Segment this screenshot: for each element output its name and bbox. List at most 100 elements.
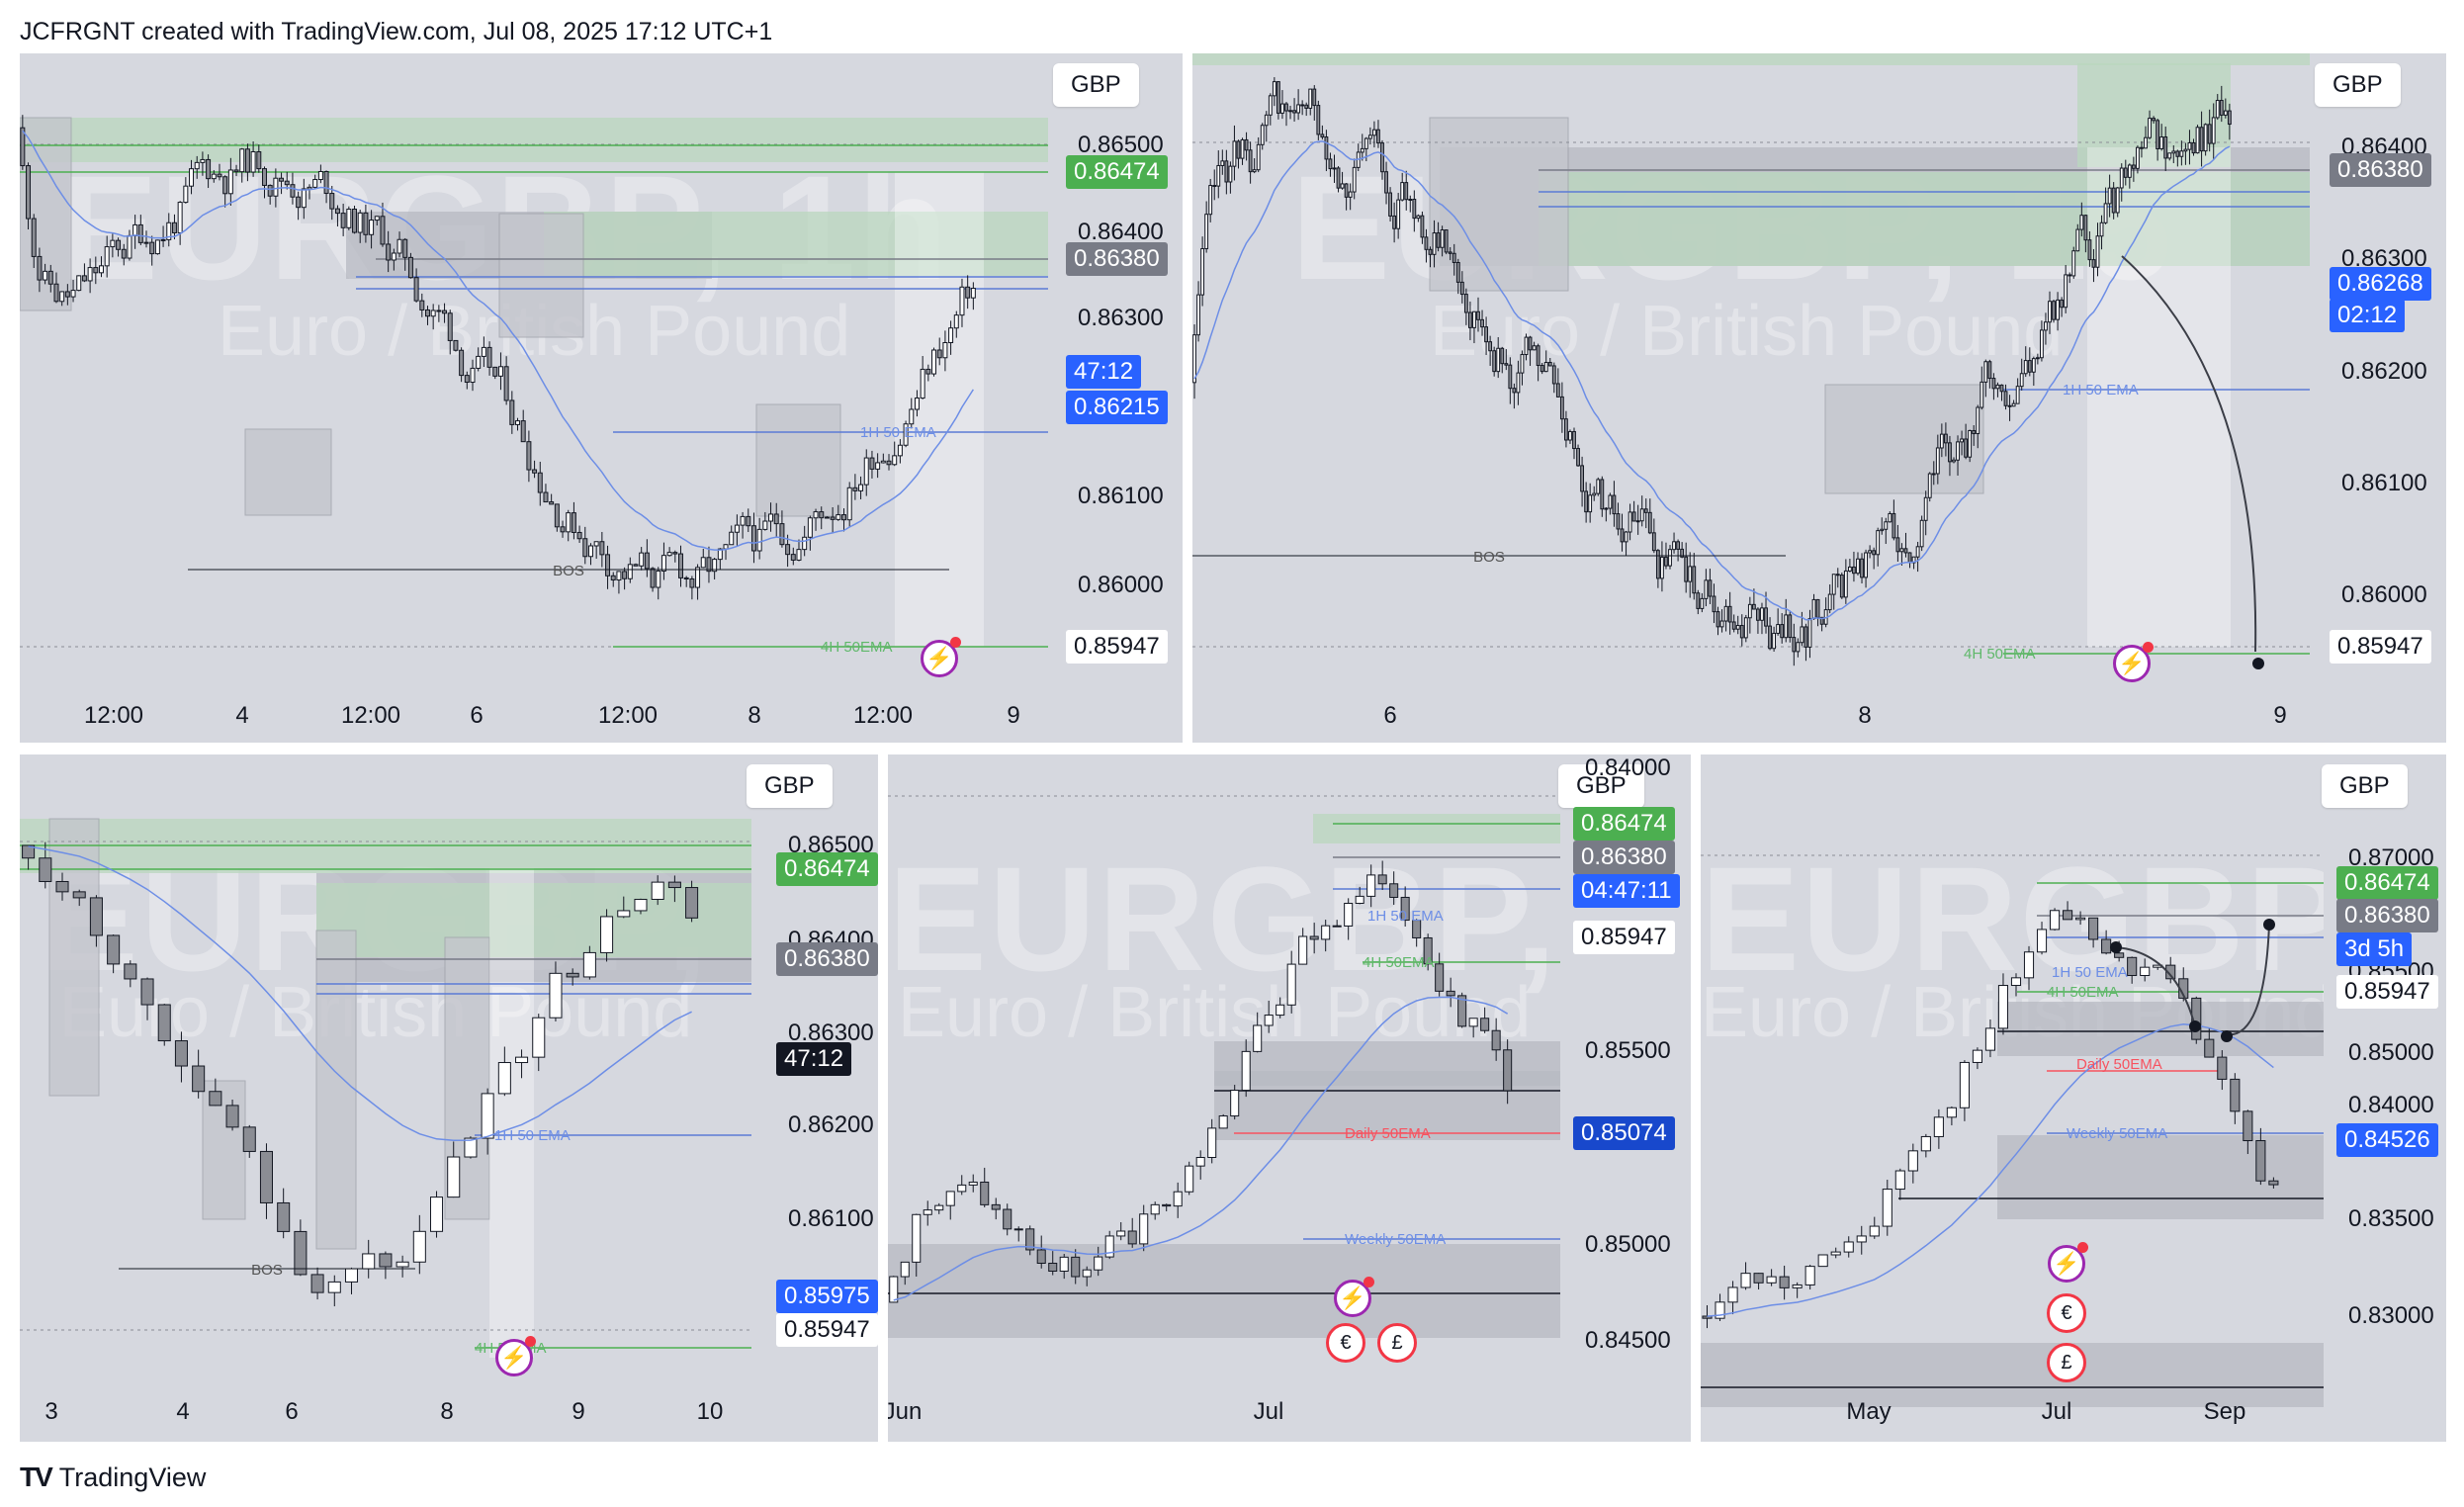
candle-body — [1195, 1157, 1205, 1167]
candle-body — [1931, 473, 1936, 476]
candle-body — [1843, 570, 1848, 598]
candle-body — [931, 349, 937, 375]
candle-body — [543, 491, 549, 503]
candle-body — [1884, 521, 1889, 530]
candle-body — [250, 151, 256, 173]
candle-body — [1596, 479, 1601, 494]
candle-body — [1352, 166, 1357, 193]
candle-body — [1894, 1170, 1905, 1191]
lightning-icon[interactable]: ⚡ — [921, 637, 961, 677]
currency-button[interactable]: GBP — [1558, 764, 1644, 808]
candle-body — [1764, 607, 1768, 627]
lightning-icon[interactable]: ⚡ — [495, 1336, 536, 1376]
candle-body — [2015, 386, 2020, 404]
ema-line — [28, 845, 692, 1142]
candle-body — [1013, 1228, 1023, 1231]
eu-flag-icon[interactable]: € — [1326, 1323, 1365, 1363]
candle-body — [412, 1230, 426, 1263]
candle-body — [1344, 183, 1349, 198]
candle-body — [1321, 925, 1331, 940]
x-tick-label: 6 — [1383, 702, 1397, 729]
candle-body — [1907, 1150, 1918, 1172]
candle-body — [1588, 494, 1593, 513]
zone-rect — [1701, 1343, 2324, 1407]
candle-body — [2227, 110, 2232, 126]
candle-body — [2010, 977, 2022, 987]
candle-body — [2003, 391, 2008, 406]
candle-body — [2068, 274, 2072, 277]
candle-body — [1284, 103, 1288, 112]
chart-canvas[interactable]: 1H 50 EMA 4H 50EMA Daily 50EMA Weekly 50EMA — [888, 754, 1691, 1442]
candle-body — [2035, 357, 2040, 360]
candle-body — [211, 173, 217, 180]
candle-body — [277, 1201, 291, 1232]
candle-body — [1815, 598, 1820, 618]
uk-flag-icon[interactable]: £ — [2047, 1343, 2086, 1382]
candle-body — [1960, 438, 1964, 443]
candle-body — [549, 501, 555, 505]
price-tag: 47:12 — [776, 1042, 852, 1076]
y-tick-label: 0.84500 — [1585, 1327, 1671, 1354]
candle-body — [312, 179, 318, 188]
currency-button[interactable]: GBP — [2322, 764, 2408, 808]
lightning-icon[interactable]: ⚡ — [2048, 1242, 2088, 1283]
candle-body — [672, 552, 678, 555]
candle-body — [1389, 883, 1399, 898]
currency-button[interactable]: GBP — [747, 764, 833, 808]
candle-body — [532, 1017, 546, 1058]
candle-body — [824, 516, 830, 519]
candle-body — [310, 1274, 324, 1293]
candle-body — [89, 897, 103, 936]
candle-body — [515, 420, 521, 425]
candle-body — [1367, 134, 1372, 139]
candle-body — [846, 487, 852, 521]
currency-button[interactable]: GBP — [1053, 63, 1139, 107]
candle-body — [1336, 167, 1341, 189]
candle-body — [256, 151, 262, 170]
candle-body — [81, 275, 87, 282]
lightning-icon[interactable]: ⚡ — [2113, 642, 2154, 682]
candle-body — [2183, 148, 2188, 152]
candle-body — [1500, 347, 1505, 365]
candle-body — [1207, 1127, 1217, 1159]
uk-flag-icon[interactable]: £ — [1377, 1323, 1417, 1363]
candle-body — [1739, 625, 1744, 639]
candle-body — [1241, 1050, 1251, 1092]
eu-flag-icon[interactable]: € — [2047, 1293, 2086, 1333]
candle-body — [1104, 1235, 1114, 1258]
x-tick-label: 12:00 — [852, 702, 914, 729]
candle-body — [340, 213, 346, 228]
candle-body — [942, 342, 948, 359]
chart-canvas[interactable]: 1H 50 EMA 4H 50EMA Daily 50EMA Weekly 50EMA — [1701, 754, 2446, 1442]
candle-body — [279, 177, 285, 182]
candle-body — [374, 216, 380, 222]
candle-body — [259, 1150, 273, 1203]
currency-button[interactable]: GBP — [2315, 63, 2401, 107]
candle-body — [413, 277, 419, 302]
lightning-icon[interactable]: ⚡ — [1334, 1277, 1374, 1317]
projection-arrow — [2121, 255, 2257, 653]
candle-body — [1580, 465, 1585, 492]
candle-body — [2191, 997, 2202, 1040]
candle-body — [723, 544, 729, 550]
candle-body — [419, 300, 425, 310]
candle-body — [945, 1191, 955, 1206]
candle-body — [717, 548, 723, 561]
candle-body — [980, 1181, 990, 1205]
price-tag: 0.85947 — [2330, 630, 2431, 664]
candle-body — [503, 366, 509, 401]
candle-body — [1696, 592, 1701, 609]
candle-body — [1512, 388, 1517, 394]
candle-body — [599, 541, 605, 556]
candle-body — [622, 571, 628, 579]
x-tick-label: 9 — [572, 1398, 585, 1425]
candle-body — [2023, 360, 2028, 375]
